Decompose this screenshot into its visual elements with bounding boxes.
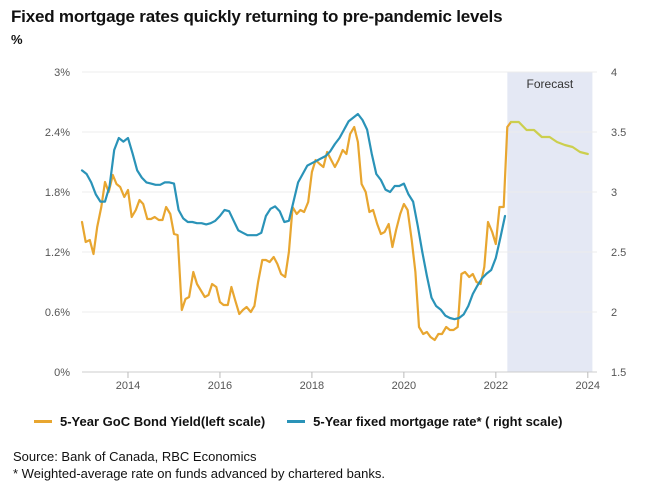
unit-label: % bbox=[11, 32, 23, 47]
legend-swatch-mortgage-rate bbox=[287, 420, 306, 423]
y-right-tick-label: 4 bbox=[611, 67, 617, 79]
forecast-region: Forecast bbox=[507, 72, 593, 372]
forecast-band bbox=[507, 72, 593, 372]
forecast-label: Forecast bbox=[527, 77, 574, 91]
footnote: * Weighted-average rate on funds advance… bbox=[13, 466, 385, 481]
series-line-bond-yield bbox=[80, 120, 513, 342]
series-line-mortgage-rate bbox=[80, 112, 507, 321]
legend-item-bond-yield: 5-Year GoC Bond Yield(left scale) bbox=[34, 414, 265, 429]
y-right-tick-label: 2.5 bbox=[611, 247, 626, 259]
x-tick-label: 2024 bbox=[576, 380, 600, 392]
series-line-forecast bbox=[509, 120, 589, 156]
legend-swatch-bond-yield bbox=[34, 420, 52, 423]
y-right-tick-label: 1.5 bbox=[611, 367, 626, 379]
y-right-tick-label: 3 bbox=[611, 187, 617, 199]
x-tick-label: 2018 bbox=[300, 380, 324, 392]
axes: 0% 0.6% 1.2% 1.8% 2.4% 3% 1.5 2 2.5 3 3.5 4 2014 2016… bbox=[45, 67, 626, 392]
legend-label-mortgage-rate: 5-Year fixed mortgage rate* ( right scal… bbox=[313, 414, 563, 429]
x-tick-label: 2022 bbox=[484, 380, 508, 392]
legend-item-mortgage-rate: 5-Year fixed mortgage rate* ( right scal… bbox=[287, 414, 562, 429]
legend: 5-Year GoC Bond Yield(left scale) 5-Year… bbox=[34, 414, 584, 429]
legend-label-bond-yield: 5-Year GoC Bond Yield(left scale) bbox=[60, 414, 266, 429]
x-tick-label: 2020 bbox=[392, 380, 416, 392]
y-left-tick-label: 3% bbox=[54, 67, 70, 79]
x-tick-label: 2016 bbox=[208, 380, 232, 392]
y-left-tick-label: 0% bbox=[54, 367, 70, 379]
y-left-tick-label: 1.2% bbox=[45, 247, 70, 259]
y-left-tick-label: 1.8% bbox=[45, 187, 70, 199]
source-note: Source: Bank of Canada, RBC Economics bbox=[13, 449, 257, 464]
y-left-tick-label: 2.4% bbox=[45, 127, 70, 139]
chart-canvas: Forecast 0% 0.6% 1.2% 1.8% 2.4% 3% 1.5 2 2.5 3 3.5… bbox=[45, 67, 626, 392]
x-tick-label: 2014 bbox=[116, 380, 140, 392]
series-lines bbox=[80, 112, 589, 342]
grid-lines bbox=[82, 71, 597, 373]
y-left-tick-label: 0.6% bbox=[45, 307, 70, 319]
chart-title: Fixed mortgage rates quickly returning t… bbox=[11, 7, 503, 26]
y-right-tick-label: 2 bbox=[611, 307, 617, 319]
y-right-tick-label: 3.5 bbox=[611, 127, 626, 139]
